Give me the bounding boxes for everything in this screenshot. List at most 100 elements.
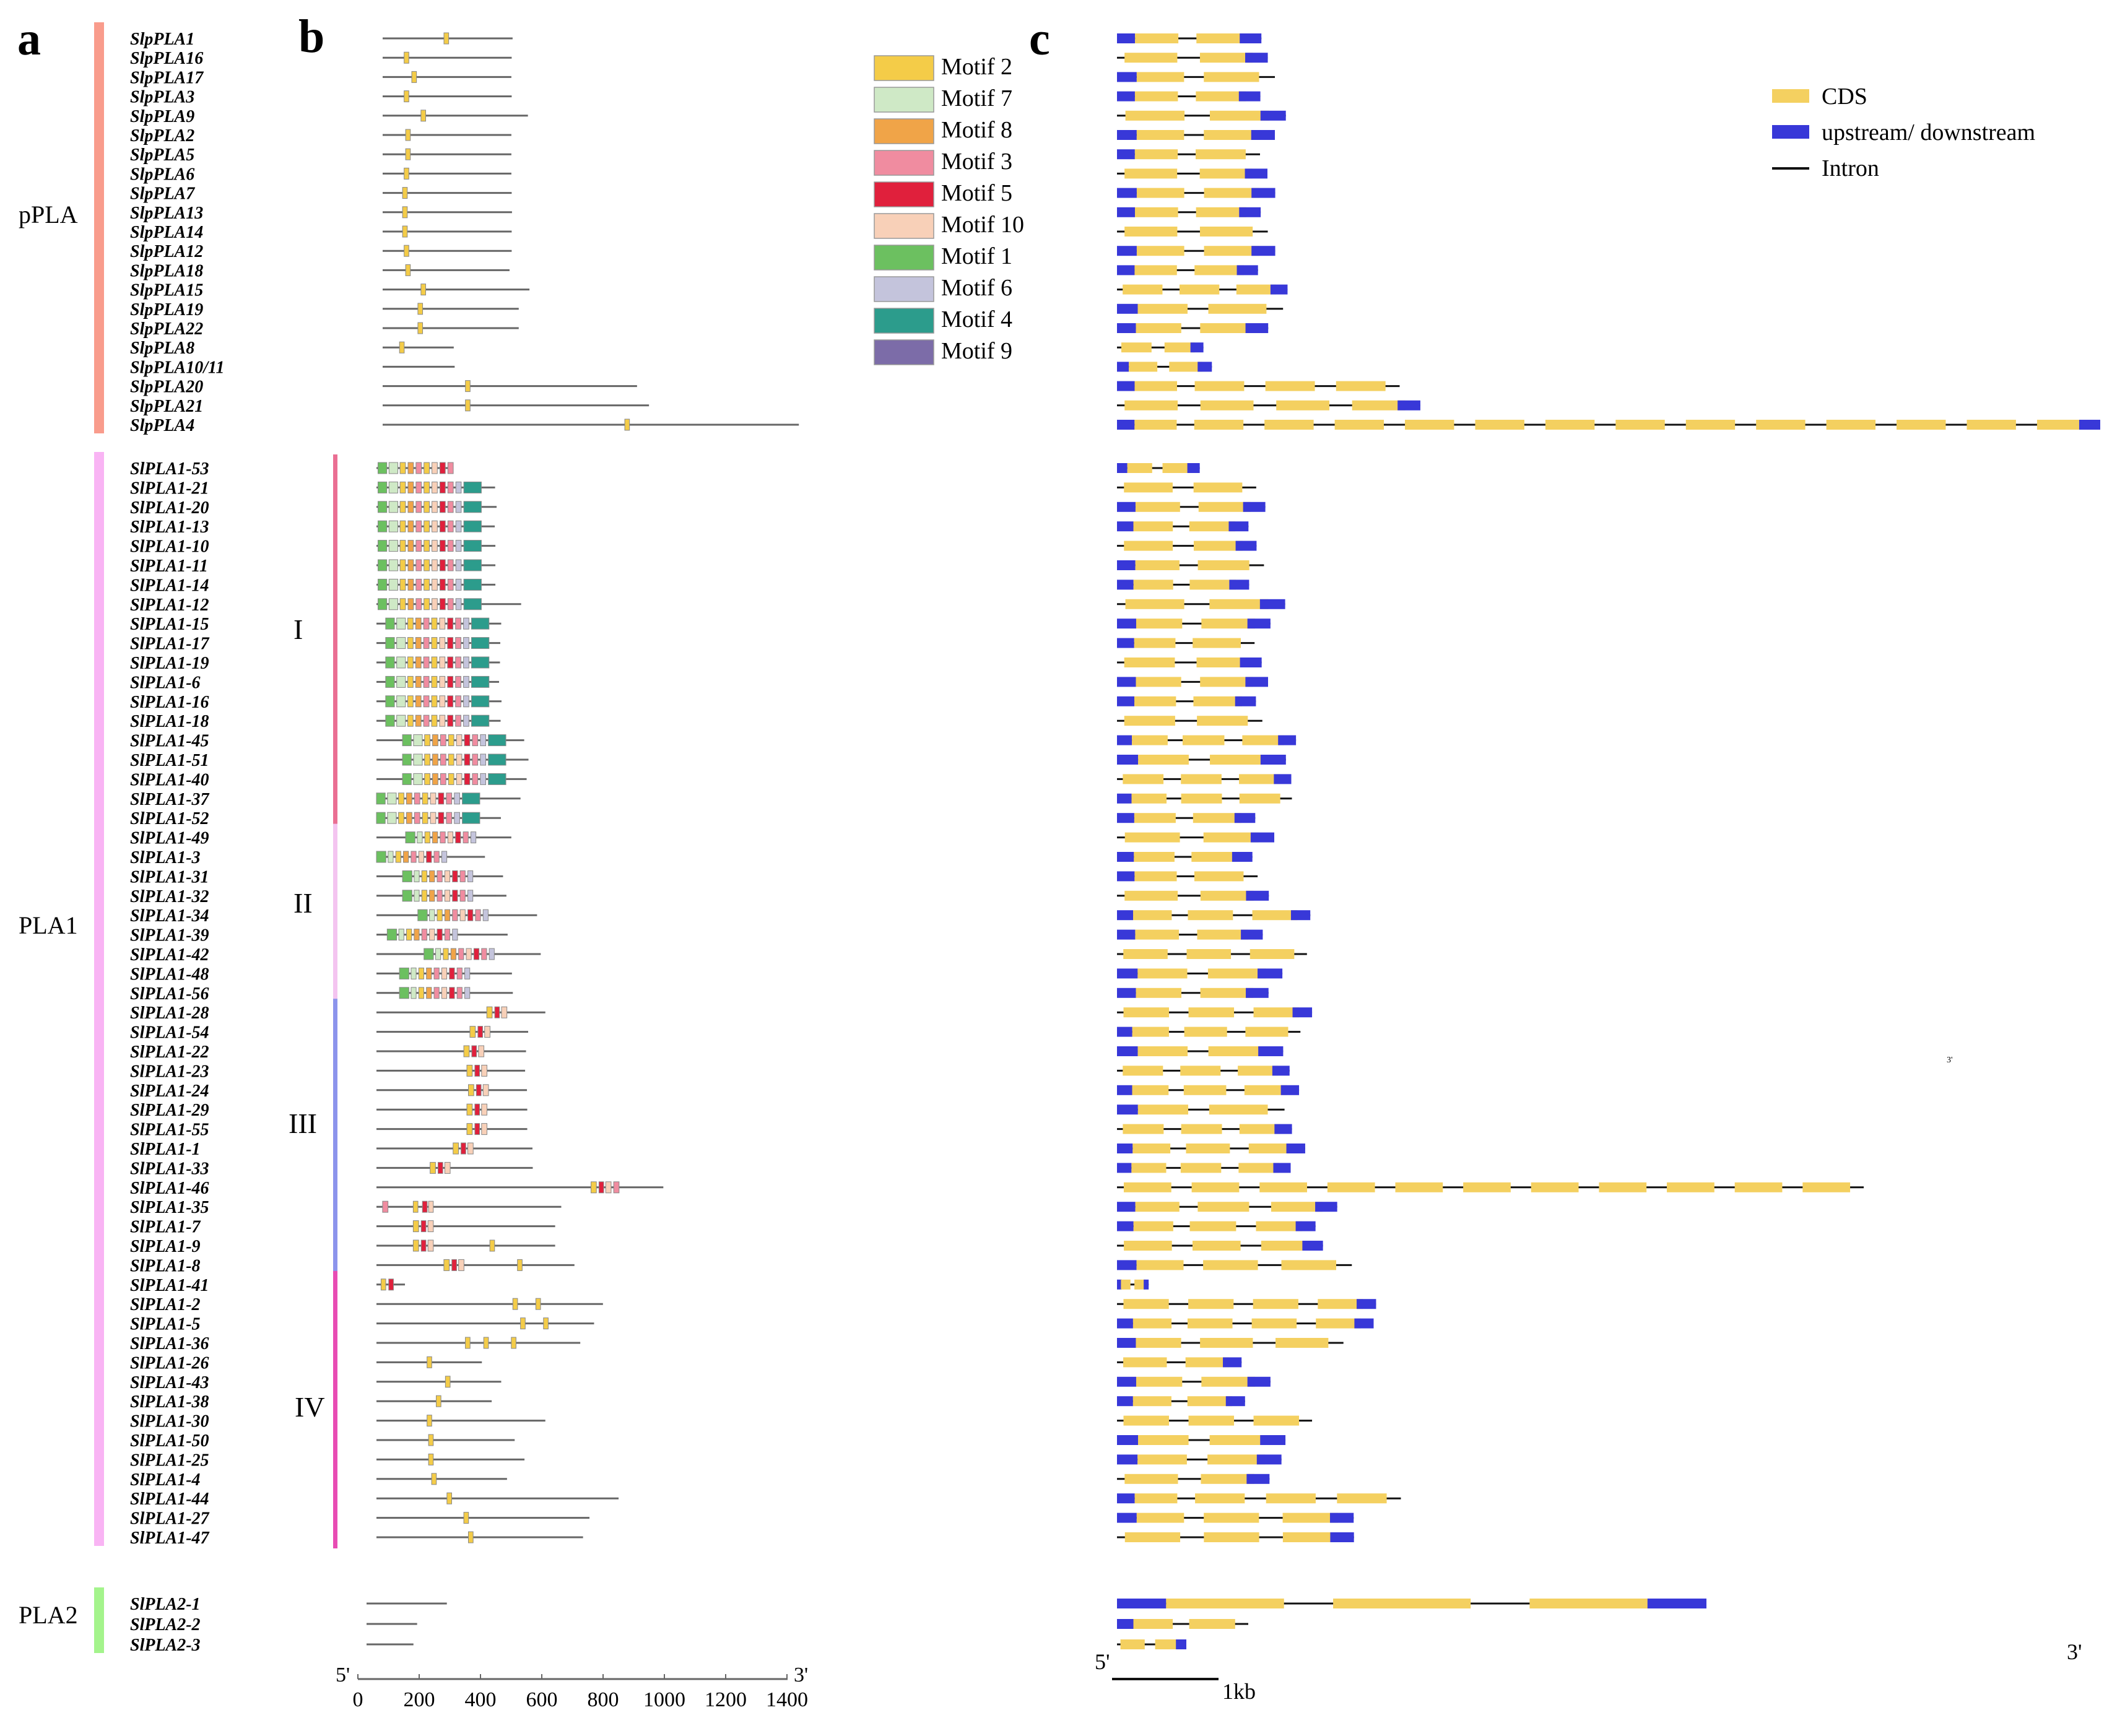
gene-structure [1117, 1357, 1242, 1368]
legend-label: Motif 8 [941, 117, 1012, 143]
cds-block [1253, 1007, 1300, 1018]
protein-track [376, 1006, 545, 1018]
motif-mark [455, 675, 461, 688]
motif-mark [463, 714, 469, 727]
gene-label: SlpPLA19 [130, 300, 203, 319]
cds-block [1164, 342, 1195, 353]
motif-mark [463, 675, 469, 688]
gene-structure [1117, 72, 1275, 82]
motif-mark [427, 1239, 434, 1252]
utr-block [1240, 33, 1262, 43]
motif-mark [458, 948, 464, 960]
motif-mark [415, 598, 422, 610]
legend-swatch-motif-10 [874, 213, 934, 239]
motif-mark [467, 909, 474, 921]
legend-label: Motif 5 [941, 180, 1012, 206]
motif-mark [415, 540, 422, 552]
motif-mark [476, 1084, 482, 1096]
utr-block [1251, 188, 1275, 198]
cds-block [1196, 91, 1246, 102]
motif-mark [406, 792, 412, 805]
utr-block [1246, 1473, 1270, 1484]
cds-block [1192, 1241, 1241, 1251]
motif-mark [432, 753, 438, 766]
cds-block [1685, 420, 1736, 430]
utr-block [1117, 521, 1134, 532]
cds-block [1199, 53, 1253, 63]
protein-track [376, 773, 527, 785]
cds-block [1132, 1396, 1171, 1407]
protein-track [383, 399, 650, 412]
cds-block [1123, 284, 1163, 295]
utr-block [1245, 323, 1269, 333]
cds-block [1188, 1299, 1234, 1309]
motif-mark [443, 32, 450, 45]
motif-mark [432, 540, 438, 552]
gene-label: SlPLA1-23 [130, 1062, 209, 1081]
gene-structure [1117, 1338, 1344, 1348]
motif-mark [429, 870, 435, 882]
motif-mark [466, 1064, 473, 1077]
protein-track [376, 1395, 492, 1407]
utr-block [1280, 1085, 1300, 1095]
motif-mark [443, 1259, 450, 1271]
motif-mark [512, 1298, 518, 1310]
cds-block [1337, 1493, 1387, 1504]
motif-mark [414, 792, 420, 805]
motif-mark [478, 1045, 485, 1057]
structure-3prime-label: 3' [2067, 1639, 2082, 1664]
motif-mark [489, 948, 495, 960]
motif-mark [447, 695, 454, 708]
motif-mark [433, 851, 440, 863]
cds-block [1897, 420, 1946, 430]
legend-swatch-motif-4 [874, 308, 934, 334]
motif-mark [624, 419, 630, 431]
gene-label: SlpPLA1 [130, 30, 194, 49]
protein-track [376, 1259, 575, 1271]
utr-block [1232, 852, 1253, 862]
motif-mark [433, 967, 440, 979]
gene-structure [1117, 323, 1269, 333]
motif-mark [413, 773, 423, 785]
motif-mark [430, 792, 437, 805]
protein-track [376, 675, 499, 688]
motif-mark [463, 598, 482, 610]
axis-5prime-label: 5' [336, 1664, 350, 1686]
motif-mark [385, 695, 395, 708]
motif-mark [399, 341, 405, 354]
legend-swatch-motif-2 [874, 55, 934, 81]
protein-track [376, 1356, 482, 1368]
gene-structure [1117, 482, 1256, 493]
motif-mark [385, 714, 395, 727]
motif-mark [449, 987, 455, 999]
gene-structure [1117, 53, 1268, 63]
cds-block [1248, 1144, 1293, 1153]
cds-block [1134, 1279, 1146, 1290]
cds-block [1209, 110, 1269, 121]
motif-mark [399, 967, 409, 979]
cds-block [1133, 1619, 1173, 1629]
cds-block [1137, 1454, 1187, 1465]
motif-mark [414, 870, 420, 882]
motif-mark [501, 1006, 508, 1018]
subgroup-bar-i [333, 454, 337, 830]
motif-mark [377, 559, 388, 571]
legend-swatch-motif-6 [874, 276, 934, 302]
motif-mark [385, 637, 395, 649]
gene-structure [1117, 1532, 1354, 1542]
cds-block [1463, 1182, 1511, 1192]
motif-mark [424, 831, 430, 844]
utr-block [1117, 638, 1134, 648]
motif-mark [411, 987, 417, 999]
motif-mark [377, 520, 388, 532]
utr-block [1260, 1435, 1286, 1445]
gene-label: SlpPLA20 [130, 378, 203, 397]
motif-mark [429, 929, 435, 941]
gene-label: SlPLA1-40 [130, 770, 209, 789]
cds-block [1193, 482, 1243, 493]
motif-mark [439, 462, 446, 474]
gene-structure [1117, 1085, 1300, 1095]
cds-block [1199, 168, 1253, 179]
motif-mark [388, 851, 394, 863]
protein-track [383, 322, 519, 334]
